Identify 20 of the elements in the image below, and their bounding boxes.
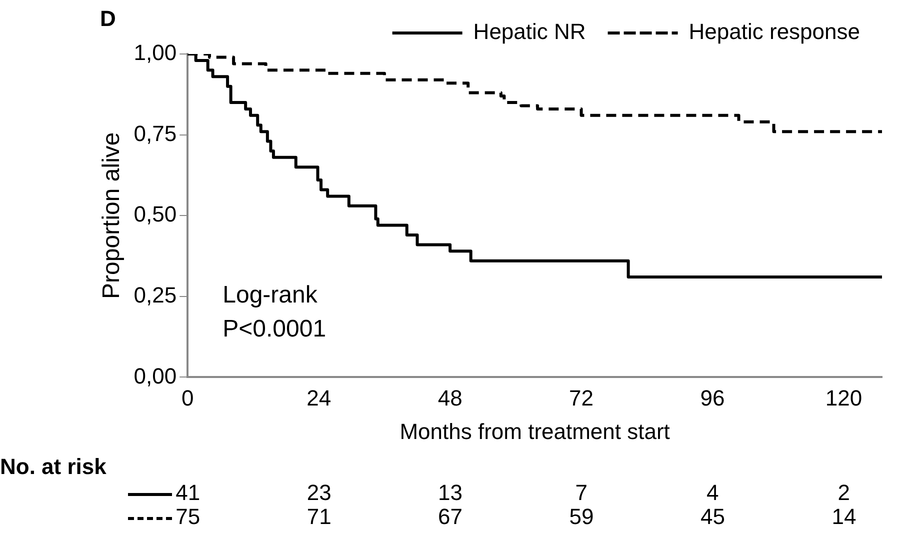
x-tick-label: 120 [825, 385, 862, 410]
x-tick-label: 0 [181, 385, 194, 410]
x-tick-label: 48 [438, 385, 462, 410]
y-tick-label: 0,25 [134, 282, 177, 308]
text: 75 71 67 59 45 14 [176, 504, 856, 529]
y-tick-label: 1,00 [134, 40, 177, 66]
legend-label: Hepatic response [688, 19, 860, 44]
y-axis-title: Proportion alive [98, 132, 126, 299]
x-axis-title: Months from treatment start [400, 418, 670, 444]
legend-label: Hepatic NR [473, 19, 586, 44]
chart-title: D [100, 6, 116, 32]
x-tick-label: 24 [306, 385, 332, 410]
text: 41 23 13 7 4 2 [176, 480, 850, 505]
text: No. at risk [0, 454, 106, 480]
x-tick-label: 72 [569, 385, 594, 410]
annotation: Log-rank P<0.0001 [222, 282, 326, 343]
x-tick-label: 96 [700, 385, 725, 410]
y-tick-label: 0,00 [134, 363, 177, 388]
y-tick-label: 0,75 [134, 120, 177, 146]
y-tick-label: 0,50 [134, 202, 177, 227]
